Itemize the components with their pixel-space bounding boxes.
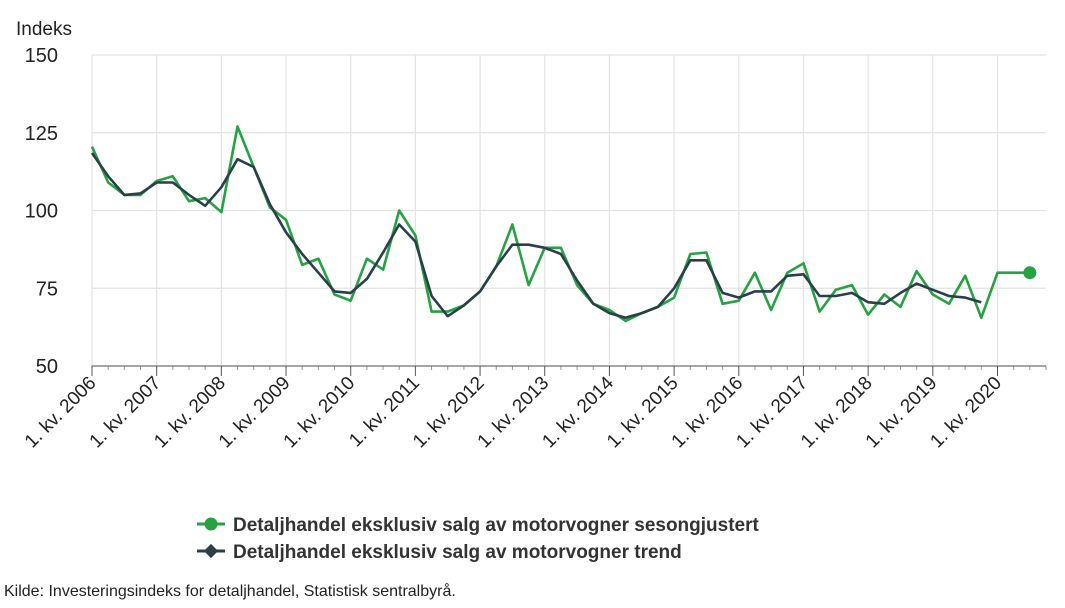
y-axis: 50 75 100 125 150: [25, 45, 58, 378]
y-tick-label: 125: [25, 123, 58, 145]
legend-label: Detaljhandel eksklusiv salg av motorvogn…: [233, 542, 682, 563]
grid: [91, 54, 1046, 367]
series-lines: [90, 125, 1037, 323]
legend-item-0[interactable]: Detaljhandel eksklusiv salg av motorvogn…: [197, 515, 760, 536]
y-tick-label: 75: [36, 278, 58, 300]
legend-label: Detaljhandel eksklusiv salg av motorvogn…: [233, 515, 760, 536]
y-tick-label: 50: [36, 356, 58, 378]
y-tick-label: 100: [25, 201, 58, 223]
legend-item-1[interactable]: Detaljhandel eksklusiv salg av motorvogn…: [197, 542, 682, 563]
legend[interactable]: Detaljhandel eksklusiv salg av motorvogn…: [197, 515, 760, 563]
series-line-0[interactable]: [90, 125, 1030, 323]
source-note: Kilde: Investeringsindeks for detaljhand…: [4, 583, 456, 600]
series-line-1[interactable]: [90, 152, 982, 320]
series-last-point-marker[interactable]: [1023, 266, 1037, 280]
y-axis-label: Indeks: [16, 19, 72, 40]
legend-diamond-marker: [203, 543, 219, 559]
legend-circle-marker: [204, 517, 218, 531]
y-tick-label: 150: [25, 45, 58, 67]
